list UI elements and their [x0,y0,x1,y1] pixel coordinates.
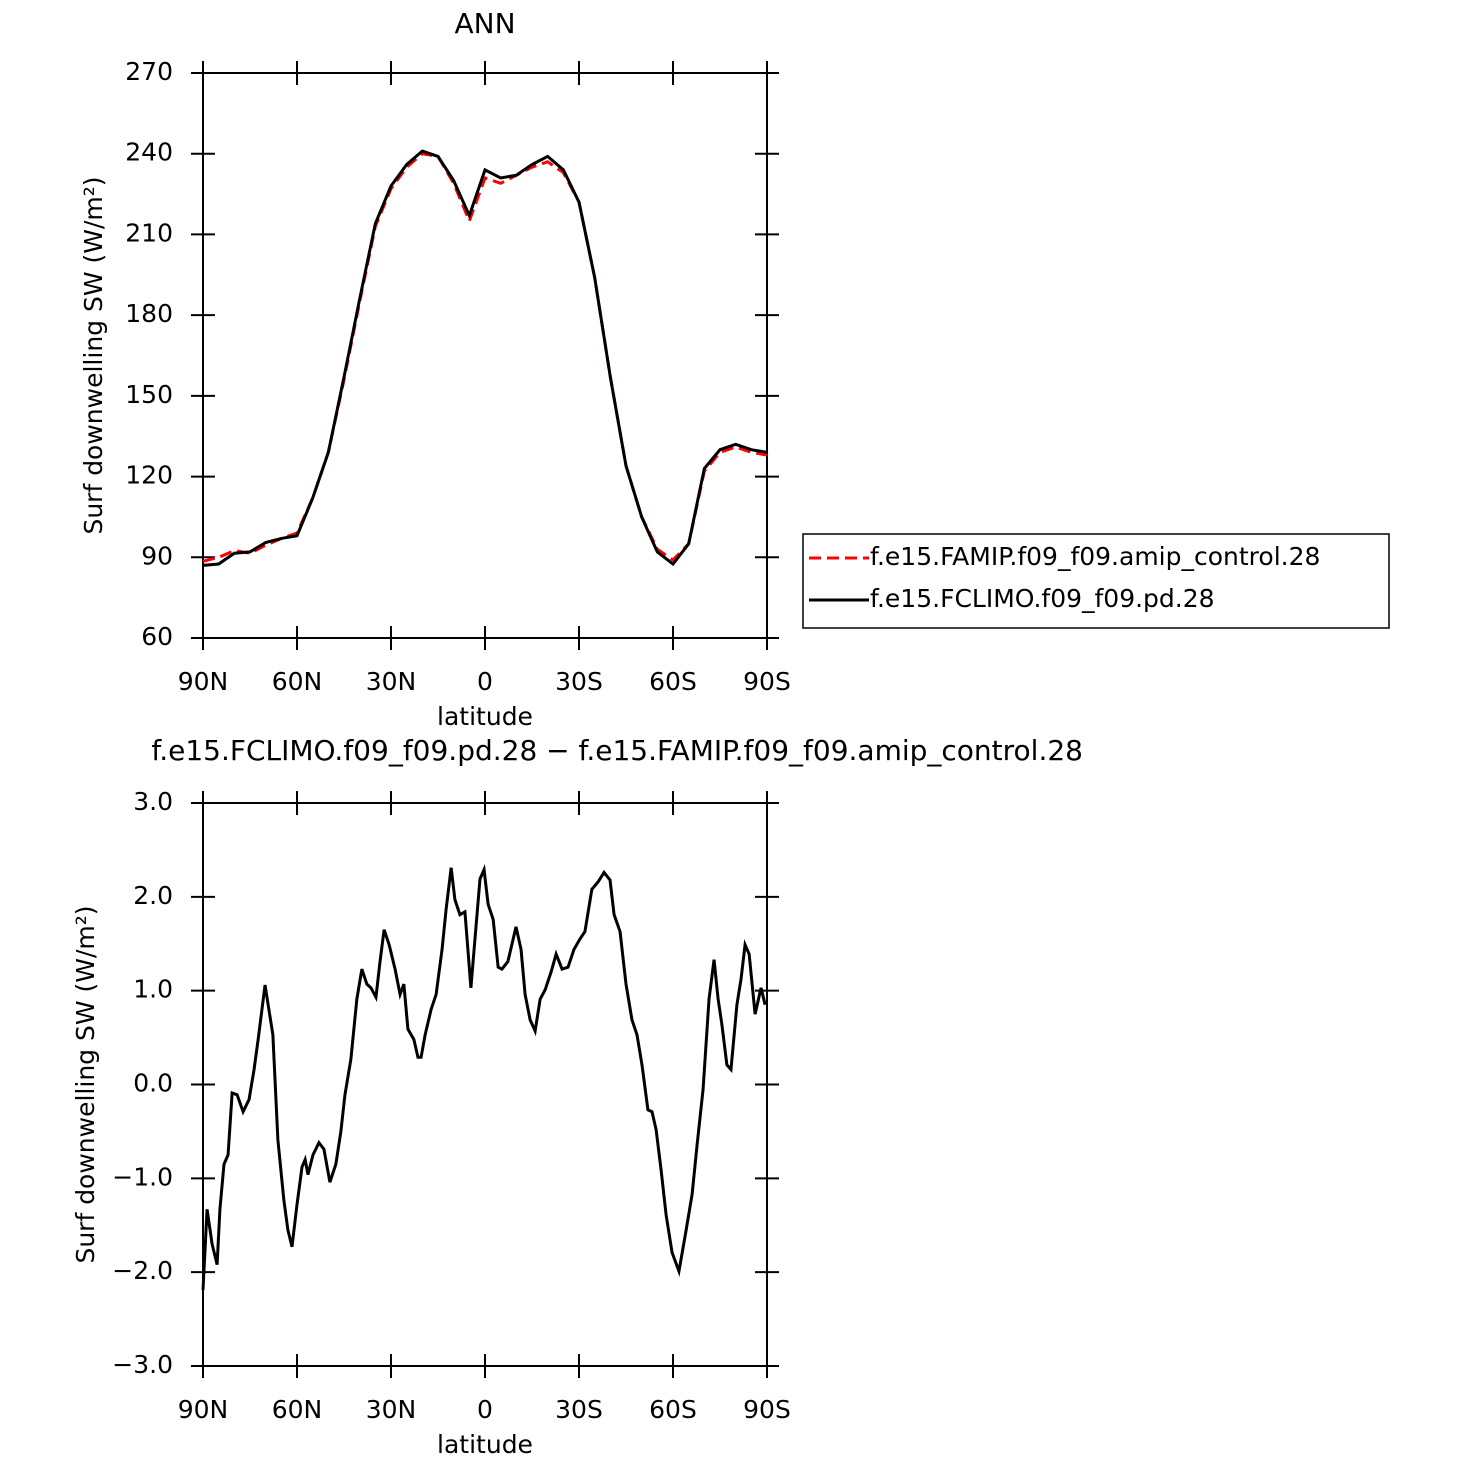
x-tick-label: 30N [366,667,417,696]
x-tick-label: 90S [743,667,791,696]
y-tick-label: 60 [141,622,173,651]
x-tick-label: 30S [555,667,603,696]
x-axis-label: latitude [437,702,533,731]
legend-box [802,533,1390,629]
y-tick-label: 2.0 [133,881,173,910]
x-tick-label: 30N [366,1395,417,1424]
chart-title: f.e15.FCLIMO.f09_f09.pd.28 − f.e15.FAMIP… [151,734,1083,767]
y-tick-label: 210 [125,218,173,247]
y-tick-label: 1.0 [133,975,173,1004]
y-tick-label: 120 [125,461,173,490]
data-line [201,863,767,1291]
y-tick-label: 270 [125,57,173,86]
y-tick-label: 240 [125,138,173,167]
x-tick-label: 30S [555,1395,603,1424]
y-tick-label: 0.0 [133,1069,173,1098]
y-tick-label: 180 [125,299,173,328]
x-tick-label: 60N [272,1395,323,1424]
y-axis-label: Surf downwelling SW (W/m²) [79,176,108,534]
x-tick-label: 60S [649,1395,697,1424]
x-tick-label: 60N [272,667,323,696]
chart-title: ANN [454,7,515,40]
x-tick-label: 0 [477,1395,493,1424]
x-tick-label: 60S [649,667,697,696]
data-line [202,149,768,567]
y-tick-label: 90 [141,541,173,570]
x-tick-label: 90N [178,1395,229,1424]
y-tick-label: −3.0 [112,1350,173,1379]
data-line [202,152,768,563]
y-tick-label: 3.0 [133,787,173,816]
x-axis-label: latitude [437,1430,533,1459]
x-tick-label: 90N [178,667,229,696]
y-tick-label: 150 [125,380,173,409]
y-axis-label: Surf downwelling SW (W/m²) [71,905,100,1263]
y-tick-label: −2.0 [112,1256,173,1285]
x-tick-label: 0 [477,667,493,696]
legend-label: f.e15.FAMIP.f09_f09.amip_control.28 [870,542,1320,571]
x-tick-label: 90S [743,1395,791,1424]
legend-label: f.e15.FCLIMO.f09_f09.pd.28 [870,584,1215,613]
y-tick-label: −1.0 [112,1162,173,1191]
